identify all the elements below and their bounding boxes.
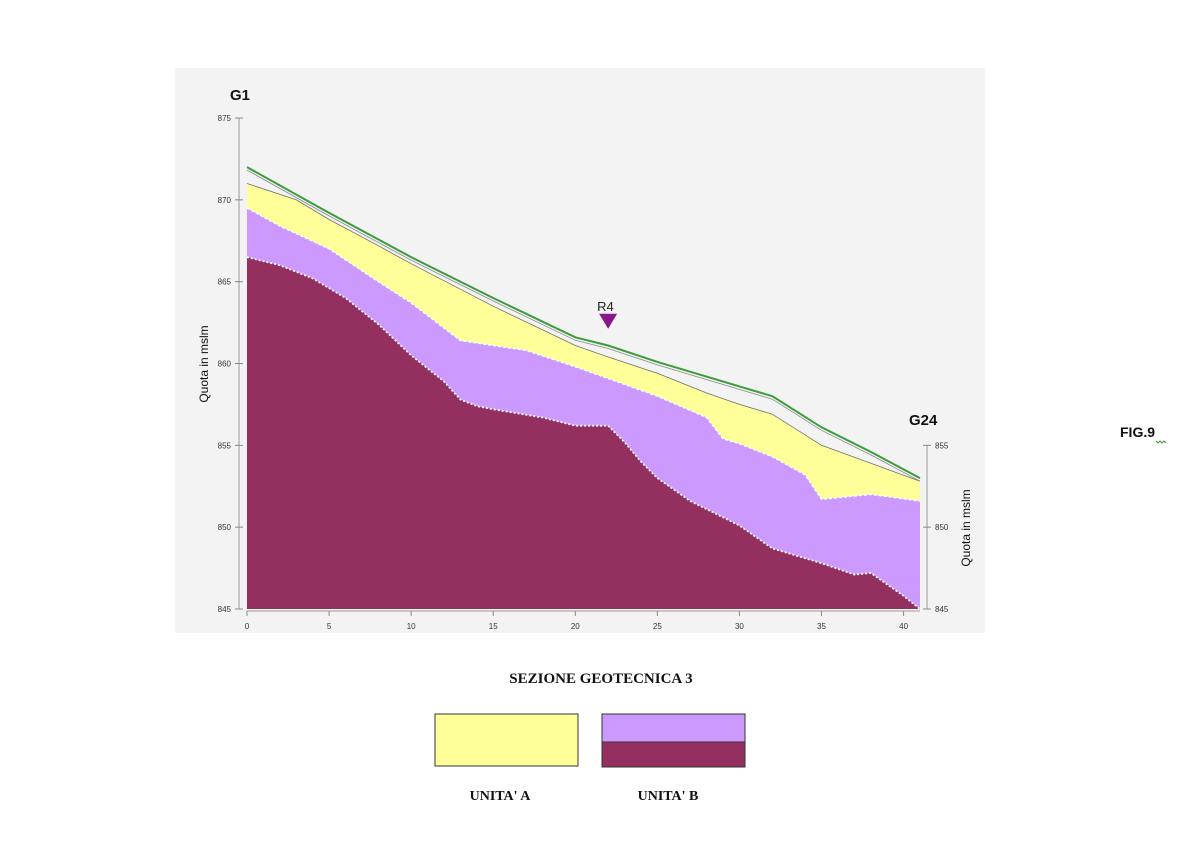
figure-number-label: FIG.9 (1120, 424, 1155, 440)
legend-swatch-unit-a (434, 713, 579, 767)
y-tick-left-label: 875 (218, 114, 232, 123)
legend-label-unit-b: UNITA' B (638, 789, 699, 804)
ground-surface-outline (246, 169, 921, 482)
y-tick-left-label: 860 (218, 360, 232, 369)
y-tick-left-label: 850 (218, 523, 232, 532)
spellcheck-squiggle-icon (1155, 440, 1167, 444)
tick-labels: 845 850 855 860 865 870 875 845 850 855 0 5 10 15 20 25… (218, 114, 949, 631)
unit-b-lower-fill (247, 257, 920, 609)
legend: UNITA' A UNITA' B (434, 713, 746, 804)
legend-swatch-unit-b-upper (601, 713, 746, 743)
section-title: SEZIONE GEOTECNICA 3 (509, 671, 692, 687)
x-tick-label: 30 (735, 622, 744, 631)
y-tick-right-label: 850 (935, 523, 949, 532)
y-tick-right-label: 855 (935, 441, 949, 450)
x-tick-label: 5 (327, 622, 332, 631)
x-tick-label: 40 (899, 622, 908, 631)
marker-triangle-icon (599, 313, 618, 329)
piezometer-marker-r4: R4 (597, 299, 618, 329)
y-tick-left-label: 855 (218, 441, 232, 450)
borehole-label-g1: G1 (230, 87, 250, 104)
y-tick-right-label: 845 (935, 605, 949, 614)
marker-label: R4 (597, 299, 614, 314)
y-tick-left-label: 845 (218, 605, 232, 614)
x-tick-label: 10 (407, 622, 416, 631)
x-tick-label: 25 (653, 622, 662, 631)
x-tick-label: 35 (817, 622, 826, 631)
y-axis-title-right: Quota in mslm (959, 489, 973, 566)
borehole-label-g24: G24 (909, 412, 938, 429)
y-axis-title-left: Quota in mslm (197, 325, 211, 402)
boundary-unit-b-upper-top (246, 207, 921, 502)
x-tick-label: 0 (245, 622, 250, 631)
legend-label-unit-a: UNITA' A (470, 789, 532, 804)
boundary-unit-a-top (246, 183, 921, 482)
stratigraphy-layers (246, 166, 921, 610)
y-tick-left-label: 870 (218, 196, 232, 205)
x-tick-label: 20 (571, 622, 580, 631)
axes-group (235, 117, 931, 616)
x-tick-label: 15 (489, 622, 498, 631)
legend-swatch-unit-b-lower (601, 741, 746, 768)
boundary-unit-b-lower-top (246, 256, 921, 610)
ground-surface-line (246, 166, 921, 479)
y-tick-left-label: 865 (218, 278, 232, 287)
